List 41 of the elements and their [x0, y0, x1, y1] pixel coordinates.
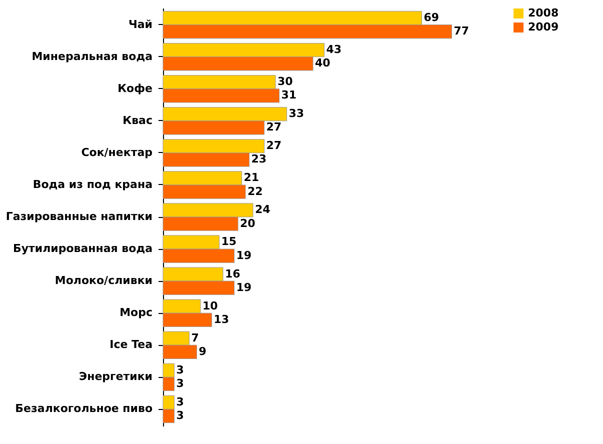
- y-tick-label: Квас: [122, 114, 152, 127]
- data-label: 3: [176, 395, 184, 408]
- y-tick-label: Безалкогольное пиво: [15, 402, 153, 416]
- data-label: 40: [315, 56, 331, 70]
- y-tick-label: Вода из под крана: [32, 178, 152, 191]
- legend-label: 2008: [528, 6, 559, 20]
- y-tick-label: Кофе: [118, 82, 152, 95]
- data-label: 43: [326, 43, 342, 56]
- y-tick-label: Бутилированная вода: [12, 242, 152, 256]
- data-label: 10: [202, 299, 218, 312]
- data-label: 3: [176, 408, 184, 422]
- data-label: 3: [176, 363, 184, 376]
- data-label: 7: [191, 331, 199, 344]
- data-label: 15: [221, 235, 237, 248]
- data-label: 22: [248, 184, 263, 198]
- y-tick-label: Морс: [120, 306, 152, 320]
- y-tick-label: Минеральная вода: [32, 50, 152, 63]
- data-label: 24: [255, 203, 271, 216]
- data-label: 3: [176, 376, 184, 390]
- data-label: 77: [454, 24, 470, 38]
- y-tick-label: Чай: [128, 18, 152, 31]
- legend-label: 2009: [528, 20, 559, 34]
- y-tick-label: Энергетики: [79, 370, 152, 384]
- data-label: 9: [198, 344, 206, 358]
- y-tick-label: Сок/нектар: [81, 146, 153, 159]
- y-tick-label: Газированные напитки: [6, 210, 152, 223]
- data-label: 31: [281, 88, 297, 102]
- data-label: 21: [244, 171, 260, 184]
- data-label: 20: [240, 216, 256, 230]
- y-tick-label: Молоко/сливки: [54, 274, 152, 288]
- data-label: 23: [251, 152, 267, 166]
- data-label: 33: [288, 107, 304, 120]
- data-label: 19: [236, 280, 252, 294]
- data-label: 27: [266, 120, 282, 134]
- data-label: 30: [278, 75, 294, 88]
- data-label: 16: [225, 267, 241, 280]
- data-label: 13: [214, 312, 230, 326]
- data-label: 27: [266, 139, 282, 152]
- data-label: 69: [424, 11, 440, 24]
- data-label: 19: [236, 248, 252, 262]
- y-tick-label: Ice Tea: [110, 338, 152, 352]
